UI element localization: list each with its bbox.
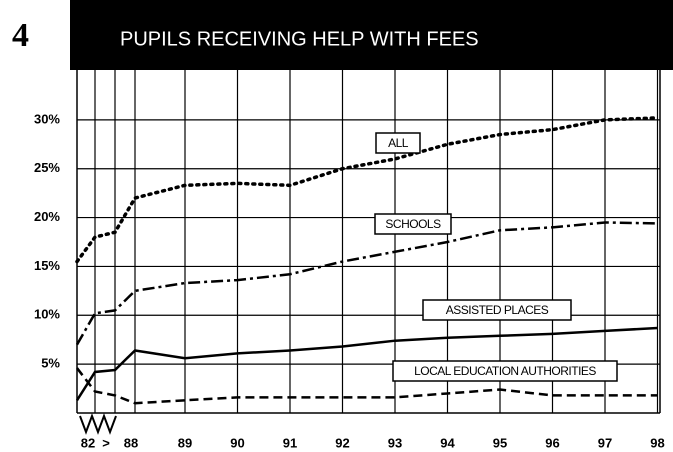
x-tick-label: 93 <box>388 435 402 450</box>
x-tick-label: 91 <box>283 435 297 450</box>
x-tick-label: 98 <box>650 435 664 450</box>
series-label: SCHOOLS <box>385 217 441 231</box>
x-tick-label: 88 <box>124 435 138 450</box>
title-bar <box>70 0 673 70</box>
series-label: ALL <box>388 136 409 150</box>
series-label-box <box>375 132 421 154</box>
x-tick-label: 96 <box>545 435 559 450</box>
series-line <box>75 116 660 264</box>
x-tick-label: 95 <box>493 435 507 450</box>
figure-number: 4 <box>12 17 29 54</box>
y-tick-label: 25% <box>34 160 60 175</box>
y-tick-label: 5% <box>41 356 60 371</box>
x-tick-label: 90 <box>230 435 244 450</box>
chart-title: PUPILS RECEIVING HELP WITH FEES <box>120 28 479 50</box>
x-tick-label: 97 <box>598 435 612 450</box>
y-tick-label: 10% <box>34 307 60 322</box>
y-tick-label: 20% <box>34 209 60 224</box>
x-tick-label: 94 <box>440 435 455 450</box>
x-tick-label: 82 <box>81 435 95 450</box>
series-line <box>76 367 658 405</box>
series-label: LOCAL EDUCATION AUTHORITIES <box>414 364 596 378</box>
x-tick-label: 92 <box>335 435 349 450</box>
axis-break <box>79 413 117 435</box>
series-label-box <box>374 213 452 235</box>
series-label: ASSISTED PLACES <box>446 303 549 317</box>
series-label-box <box>392 360 618 382</box>
series-line <box>75 221 658 346</box>
x-tick-label: > <box>102 435 110 450</box>
series-label-box <box>422 299 572 321</box>
series-line <box>75 326 658 401</box>
y-tick-label: 30% <box>34 111 60 126</box>
y-tick-label: 15% <box>34 258 60 273</box>
x-tick-label: 89 <box>178 435 192 450</box>
